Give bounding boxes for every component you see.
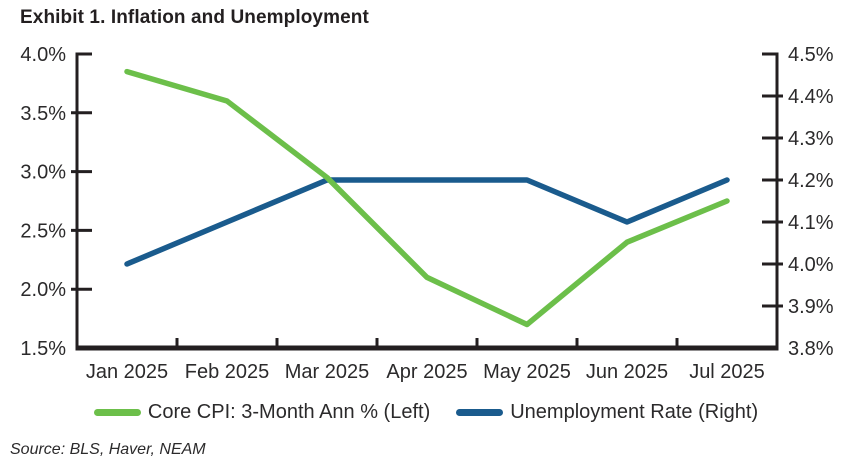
- right-axis-tick-label: 4.0%: [788, 254, 834, 276]
- x-axis-month-label: Jan 2025: [86, 361, 168, 383]
- legend-label-core-cpi: Core CPI: 3-Month Ann % (Left): [147, 401, 431, 423]
- right-axis-tick-label: 3.8%: [788, 338, 834, 360]
- left-axis-tick-label: 2.0%: [20, 279, 66, 301]
- right-axis-tick-label: 4.4%: [788, 86, 834, 108]
- source-note: Source: BLS, Haver, NEAM: [10, 441, 206, 458]
- x-axis-month-label: Jul 2025: [689, 361, 765, 383]
- unemployment-line-swatch-icon: [456, 409, 504, 416]
- x-axis-month-label: Feb 2025: [185, 361, 270, 383]
- left-axis-tick-label: 1.5%: [20, 338, 66, 360]
- right-axis-tick-label: 4.1%: [788, 212, 834, 234]
- right-axis-tick-label: 4.5%: [788, 44, 834, 66]
- left-axis-tick-label: 2.5%: [20, 220, 66, 242]
- right-axis-tick-label: 3.9%: [788, 296, 834, 318]
- cpi-line-swatch-icon: [93, 409, 141, 416]
- core-cpi-line: [124, 68, 730, 328]
- right-axis-tick-label: 4.3%: [788, 128, 834, 150]
- chart-legend: Core CPI: 3-Month Ann % (Left) Unemploym…: [0, 401, 852, 424]
- legend-item-core-cpi: Core CPI: 3-Month Ann % (Left): [93, 401, 431, 424]
- x-axis-month-label: Mar 2025: [285, 361, 370, 383]
- left-axis-tick-label: 4.0%: [20, 44, 66, 66]
- legend-label-unemployment: Unemployment Rate (Right): [510, 401, 759, 423]
- legend-item-unemployment: Unemployment Rate (Right): [456, 401, 758, 424]
- right-axis-tick-label: 4.2%: [788, 170, 834, 192]
- unemployment-line: [124, 177, 730, 267]
- left-axis-tick-label: 3.0%: [20, 162, 66, 184]
- left-axis-tick-label: 3.5%: [20, 103, 66, 125]
- chart-plot-area: 4.0% 3.5% 3.0% 2.5% 2.0% 1.5% 4.5% 4.4% 4.3% 4.2%…: [20, 44, 834, 383]
- x-axis-month-label: Jun 2025: [586, 361, 668, 383]
- chart-title: Exhibit 1. Inflation and Unemployment: [20, 7, 369, 28]
- x-axis-month-label: May 2025: [483, 361, 571, 383]
- x-axis-month-label: Apr 2025: [386, 361, 467, 383]
